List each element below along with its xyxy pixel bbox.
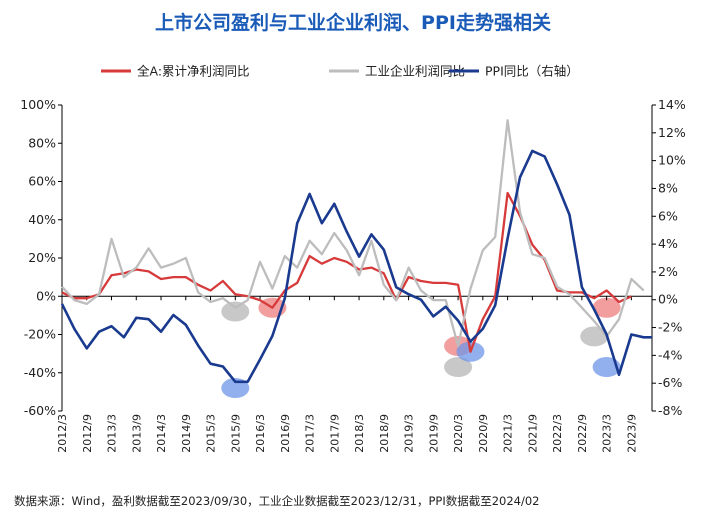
x-tick-label: 2022/3 bbox=[551, 414, 564, 453]
chart-title: 上市公司盈利与工业企业利润、PPI走势强相关 bbox=[155, 12, 551, 34]
right-tick-label: -2% bbox=[658, 320, 682, 335]
x-tick-label: 2018/9 bbox=[378, 414, 391, 453]
left-tick-label: -40% bbox=[24, 365, 56, 380]
right-tick-label: 10% bbox=[658, 153, 686, 168]
x-tick-label: 2017/9 bbox=[328, 414, 341, 453]
right-tick-label: -8% bbox=[658, 403, 682, 418]
x-tick-label: 2012/3 bbox=[56, 414, 69, 453]
source-footnote: 数据来源：Wind，盈利数据截至2023/09/30，工业企业数据截至2023/… bbox=[14, 494, 540, 508]
x-tick-label: 2020/9 bbox=[477, 414, 490, 453]
right-tick-label: 12% bbox=[658, 125, 686, 140]
legend-label-0: 全A:累计净利润同比 bbox=[137, 64, 250, 79]
right-tick-label: 2% bbox=[658, 264, 678, 279]
right-tick-label: 14% bbox=[658, 97, 686, 112]
x-tick-label: 2016/3 bbox=[254, 414, 267, 453]
right-tick-label: 4% bbox=[658, 236, 678, 251]
left-tick-label: 100% bbox=[20, 97, 56, 112]
series-line-2 bbox=[60, 149, 652, 384]
left-tick-label: 60% bbox=[28, 174, 56, 189]
x-tick-label: 2019/3 bbox=[403, 414, 416, 453]
series-line-0 bbox=[61, 191, 632, 353]
x-tick-label: 2017/3 bbox=[304, 414, 317, 453]
x-tick-label: 2022/9 bbox=[576, 414, 589, 453]
series-line-1 bbox=[61, 119, 645, 348]
x-tick-label: 2018/3 bbox=[353, 414, 366, 453]
x-tick-label: 2023/9 bbox=[625, 414, 638, 453]
right-tick-label: 0% bbox=[658, 292, 678, 307]
legend-label-2: PPI同比（右轴） bbox=[485, 64, 579, 79]
x-tick-label: 2013/9 bbox=[130, 414, 143, 453]
x-tick-label: 2023/3 bbox=[601, 414, 614, 453]
left-tick-label: 40% bbox=[28, 212, 56, 227]
x-tick-label: 2014/9 bbox=[180, 414, 193, 453]
highlight-marker-1 bbox=[221, 301, 250, 322]
x-tick-label: 2015/3 bbox=[205, 414, 218, 453]
x-tick-label: 2012/9 bbox=[81, 414, 94, 453]
highlight-marker-8 bbox=[592, 357, 621, 378]
x-tick-label: 2019/9 bbox=[427, 414, 440, 453]
x-tick-label: 2013/3 bbox=[106, 414, 119, 453]
left-tick-label: 20% bbox=[28, 250, 56, 265]
x-tick-label: 2020/3 bbox=[452, 414, 465, 453]
x-tick-label: 2014/3 bbox=[155, 414, 168, 453]
highlight-marker-6 bbox=[592, 297, 621, 318]
left-tick-label: -60% bbox=[24, 403, 56, 418]
highlight-marker-4 bbox=[444, 357, 473, 378]
left-tick-label: 0% bbox=[36, 288, 56, 303]
legend-label-1: 工业企业利润同比 bbox=[365, 64, 465, 79]
x-tick-label: 2016/9 bbox=[279, 414, 292, 453]
right-tick-label: -6% bbox=[658, 375, 682, 390]
left-tick-label: -20% bbox=[24, 327, 56, 342]
right-tick-label: 8% bbox=[658, 180, 678, 195]
right-tick-label: 6% bbox=[658, 208, 678, 223]
x-tick-label: 2015/9 bbox=[229, 414, 242, 453]
right-tick-label: -4% bbox=[658, 347, 682, 362]
x-tick-label: 2021/3 bbox=[502, 414, 515, 453]
left-tick-label: 80% bbox=[28, 135, 56, 150]
x-tick-label: 2021/9 bbox=[526, 414, 539, 453]
